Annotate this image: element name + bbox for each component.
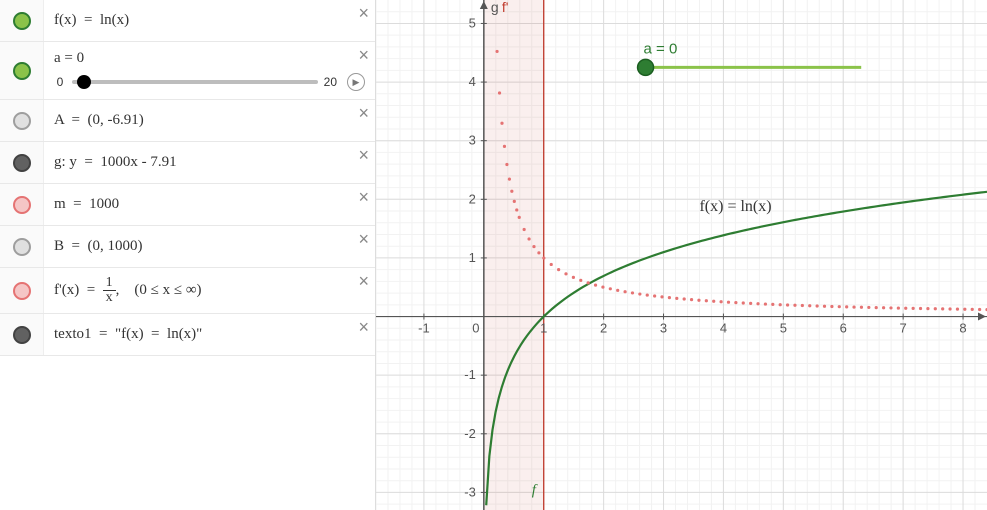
graph-view[interactable]: -1012345678-3-2-112345gf'fa = 0f(x) = ln…: [376, 0, 987, 510]
visibility-toggle-fprime[interactable]: [0, 268, 44, 313]
close-icon[interactable]: ×: [358, 272, 369, 290]
bullet-icon: [13, 112, 31, 130]
row-content: texto1 = "f(x) = ln(x)": [44, 314, 375, 355]
algebra-row-m[interactable]: m = 1000×: [0, 184, 375, 226]
bullet-icon: [13, 12, 31, 30]
algebra-row-A[interactable]: A = (0, -6.91)×: [0, 100, 375, 142]
algebra-row-f[interactable]: f(x) = ln(x)×: [0, 0, 375, 42]
expression: f'(x) = 1x, (0 ≤ x ≤ ∞): [54, 276, 365, 305]
row-content: a = 0 0 20 ▶: [44, 42, 375, 99]
visibility-toggle-m[interactable]: [0, 184, 44, 225]
svg-text:0: 0: [472, 321, 479, 336]
svg-text:8: 8: [959, 321, 966, 336]
algebra-panel: f(x) = ln(x)×a = 0020▶×A = (0, -6.91)×g:…: [0, 0, 376, 510]
svg-text:2: 2: [469, 191, 476, 206]
bullet-icon: [13, 326, 31, 344]
svg-text:-3: -3: [464, 484, 476, 499]
svg-text:5: 5: [780, 321, 787, 336]
slider-track[interactable]: [72, 80, 318, 84]
graph-svg: -1012345678-3-2-112345gf'fa = 0: [376, 0, 987, 510]
algebra-row-g[interactable]: g: y = 1000x - 7.91×: [0, 142, 375, 184]
bullet-icon: [13, 154, 31, 172]
visibility-toggle-g[interactable]: [0, 142, 44, 183]
expression: A = (0, -6.91): [54, 112, 365, 129]
row-content: A = (0, -6.91): [44, 100, 375, 141]
visibility-toggle-B[interactable]: [0, 226, 44, 267]
bullet-icon: [13, 282, 31, 300]
close-icon[interactable]: ×: [358, 104, 369, 122]
svg-text:-1: -1: [464, 367, 476, 382]
row-content: g: y = 1000x - 7.91: [44, 142, 375, 183]
svg-text:6: 6: [840, 321, 847, 336]
slider-thumb[interactable]: [77, 75, 91, 89]
svg-text:2: 2: [600, 321, 607, 336]
bullet-icon: [13, 62, 31, 80]
svg-text:4: 4: [469, 74, 476, 89]
graph-slider-thumb[interactable]: [638, 59, 654, 75]
visibility-toggle-A[interactable]: [0, 100, 44, 141]
expression: g: y = 1000x - 7.91: [54, 154, 365, 171]
function-label: f(x) = ln(x): [699, 198, 771, 216]
close-icon[interactable]: ×: [358, 146, 369, 164]
slider-max: 20: [324, 75, 337, 89]
expression: texto1 = "f(x) = ln(x)": [54, 326, 365, 343]
row-content: f(x) = ln(x): [44, 0, 375, 41]
algebra-row-B[interactable]: B = (0, 1000)×: [0, 226, 375, 268]
close-icon[interactable]: ×: [358, 318, 369, 336]
algebra-row-texto1[interactable]: texto1 = "f(x) = ln(x)"×: [0, 314, 375, 356]
slider-label: a = 0: [54, 50, 365, 67]
curve-ln: [486, 192, 987, 505]
algebra-row-a[interactable]: a = 0 0 20 ▶ ×: [0, 42, 375, 100]
close-icon[interactable]: ×: [358, 188, 369, 206]
bullet-icon: [13, 238, 31, 256]
svg-text:-1: -1: [418, 321, 430, 336]
svg-text:1: 1: [469, 250, 476, 265]
slider-min: 0: [54, 75, 66, 89]
close-icon[interactable]: ×: [358, 4, 369, 22]
close-icon[interactable]: ×: [358, 230, 369, 248]
svg-text:4: 4: [720, 321, 727, 336]
expression: m = 1000: [54, 196, 365, 213]
row-content: m = 1000: [44, 184, 375, 225]
row-content: B = (0, 1000): [44, 226, 375, 267]
bullet-icon: [13, 196, 31, 214]
svg-text:3: 3: [469, 133, 476, 148]
play-icon[interactable]: ▶: [347, 73, 365, 91]
graph-slider-label: a = 0: [644, 40, 678, 57]
close-icon[interactable]: ×: [358, 46, 369, 64]
row-content: f'(x) = 1x, (0 ≤ x ≤ ∞): [44, 268, 375, 313]
visibility-toggle-f[interactable]: [0, 0, 44, 41]
visibility-toggle-a[interactable]: [0, 42, 44, 99]
svg-text:g: g: [491, 0, 499, 15]
svg-text:-2: -2: [464, 426, 476, 441]
expression: f(x) = ln(x): [54, 12, 365, 29]
slider-a[interactable]: 0 20 ▶: [54, 73, 365, 91]
svg-text:1: 1: [540, 321, 547, 336]
svg-text:7: 7: [900, 321, 907, 336]
algebra-row-fprime[interactable]: f'(x) = 1x, (0 ≤ x ≤ ∞)×: [0, 268, 375, 314]
expression: B = (0, 1000): [54, 238, 365, 255]
svg-text:f': f': [502, 0, 509, 15]
visibility-toggle-texto1[interactable]: [0, 314, 44, 355]
svg-text:3: 3: [660, 321, 667, 336]
svg-text:5: 5: [469, 15, 476, 30]
